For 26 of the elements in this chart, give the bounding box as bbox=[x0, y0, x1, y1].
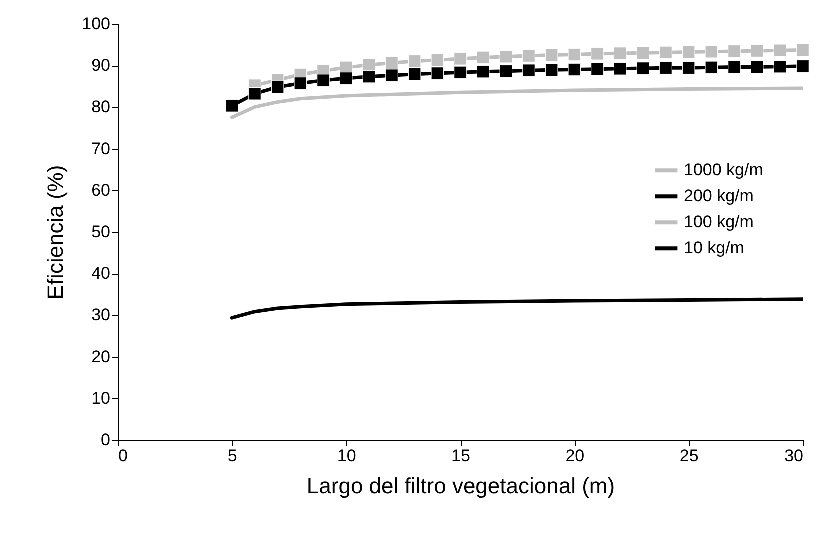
x-tick-label: 20 bbox=[566, 446, 585, 466]
legend-label: 100 kg/m bbox=[684, 212, 754, 232]
y-tick-label: 30 bbox=[92, 306, 110, 325]
y-tick-label: 90 bbox=[92, 56, 110, 76]
line-series bbox=[230, 298, 803, 320]
y-tick-label: 20 bbox=[92, 347, 110, 366]
y-tick-label: 80 bbox=[92, 98, 110, 117]
y-axis-title: Eficiencia (%) bbox=[43, 165, 68, 300]
x-tick-label: 15 bbox=[452, 446, 470, 466]
y-tick-label: 70 bbox=[92, 139, 110, 158]
y-tick-label: 100 bbox=[82, 14, 110, 34]
legend-label: 10 kg/m bbox=[684, 238, 744, 258]
y-tick-label: 50 bbox=[92, 222, 110, 242]
x-axis-title: Largo del filtro vegetacional (m) bbox=[306, 474, 616, 498]
x-tick-label: 0 bbox=[118, 446, 128, 466]
x-tick-label: 25 bbox=[680, 446, 699, 466]
x-tick-label: 10 bbox=[337, 446, 356, 466]
legend-label: 1000 kg/m bbox=[684, 160, 764, 180]
legend-label: 200 kg/m bbox=[684, 186, 754, 206]
x-tick-label: 30 bbox=[784, 446, 804, 466]
y-tick-label: 0 bbox=[101, 430, 110, 450]
line-series bbox=[230, 86, 803, 120]
x-tick-label: 5 bbox=[228, 446, 238, 466]
y-tick-label: 10 bbox=[92, 388, 110, 408]
y-tick-label: 40 bbox=[92, 264, 110, 284]
y-tick-label: 60 bbox=[92, 180, 110, 200]
